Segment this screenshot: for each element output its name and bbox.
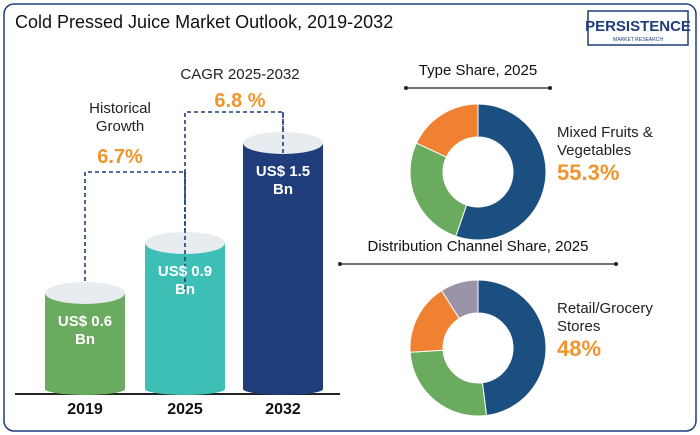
pie-title: Type Share, 2025 [419,62,537,79]
rule-dot [614,262,618,266]
value-label: US$ 0.9 Bn [157,263,213,298]
rule-dot [338,262,342,266]
donut-slice [440,279,479,320]
donut-slice [455,103,547,241]
logo-box [587,10,689,46]
value-label: US$ 1.5 Bn [255,163,311,198]
connector [84,171,186,293]
x-tick-label: 2025 [167,401,203,418]
annotation-value: 6.8 % [214,90,266,112]
annotation-value: 6.7% [97,146,143,168]
connector [184,111,284,213]
rule-dot [404,86,408,90]
annotation: Historical Growth [89,100,151,135]
donut-slice [409,349,488,417]
annotation: CAGR 2025-2032 [180,66,300,83]
bar-top [45,282,125,304]
data-label: 55.3% [557,160,620,185]
legend-label: Retail/Grocery Stores [557,300,653,335]
logo-name: PERSISTENCE [585,18,691,35]
data-label: 48% [557,336,602,361]
donut-slice [409,142,468,237]
value-label: US$ 0.6 Bn [57,313,113,348]
donut-slice [477,279,547,417]
logo-tagline: MARKET RESEARCH [613,37,663,43]
frame [3,3,697,432]
x-tick-label: 2032 [265,401,301,418]
donut-slice [415,103,479,158]
rule-dot [548,86,552,90]
legend-label: Mixed Fruits & Vegetables [557,124,653,159]
title: Cold Pressed Juice Market Outlook, 2019-… [15,12,393,32]
bar [45,293,125,389]
pie-title: Distribution Channel Share, 2025 [368,238,589,255]
x-tick-label: 2019 [67,401,103,418]
